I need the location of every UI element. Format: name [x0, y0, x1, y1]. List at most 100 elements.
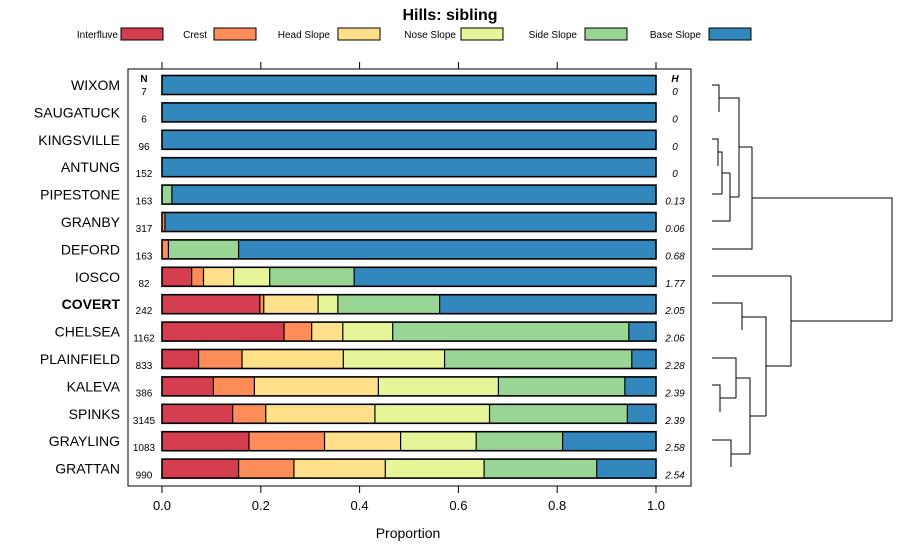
row-label: KALEVA [67, 378, 121, 394]
bar-segment-base-slope [238, 239, 656, 259]
row-label: ANTUNG [61, 159, 120, 175]
plot-frame [127, 68, 692, 487]
h-value: 2.54 [664, 471, 685, 482]
h-value: 0 [672, 114, 678, 125]
n-column-header: N [140, 74, 147, 85]
bar-segment-side-slope [392, 322, 629, 342]
row-label: WIXOM [71, 77, 120, 93]
bar-row: COVERT 242 2.05 [62, 293, 685, 317]
row-label: CHELSEA [55, 324, 121, 340]
n-value: 386 [136, 388, 153, 399]
n-value: 3145 [133, 416, 156, 427]
x-axis-title: Proportion [376, 525, 441, 541]
n-value: 152 [136, 169, 153, 180]
legend-label: Head Slope [278, 30, 331, 41]
row-label: KINGSVILLE [38, 132, 120, 148]
bar-outline [161, 266, 657, 288]
bar-outline [161, 156, 657, 178]
row-label: PLAINFIELD [40, 351, 120, 367]
x-tick-label: 0.0 [153, 498, 171, 513]
n-value: 163 [136, 251, 153, 262]
bar-segment-crest [162, 212, 165, 232]
n-value: 82 [138, 279, 150, 290]
bar-segment-nose-slope [318, 294, 338, 314]
bar-segment-interfluve [162, 349, 199, 369]
bar-outline [161, 129, 657, 151]
row-label: PIPESTONE [40, 187, 120, 203]
dendrogram-branch [712, 439, 732, 467]
h-value: 0.68 [665, 251, 685, 262]
dendrogram-branch [712, 147, 753, 250]
bar-segment-side-slope [444, 349, 632, 369]
chart-title: Hills: sibling [402, 7, 497, 24]
x-tick-label: 0.4 [351, 498, 369, 513]
top-axis-ticks [161, 62, 657, 69]
bar-segment-crest [232, 404, 266, 424]
bar-segment-interfluve [162, 376, 214, 396]
bar-row: KALEVA 386 2.39 [67, 376, 685, 399]
bar-segment-base-slope [162, 102, 656, 122]
bar-segment-nose-slope [343, 349, 445, 369]
row-label: SAUGATUCK [34, 104, 121, 120]
bar-row: SPINKS 3145 2.39 [69, 403, 685, 427]
row-label: COVERT [62, 296, 121, 312]
bar-outline [161, 403, 657, 425]
h-value: 2.05 [664, 306, 685, 317]
x-tick-label: 0.6 [449, 498, 467, 513]
bar-outline [161, 102, 657, 123]
dendrogram-branch [712, 138, 719, 166]
h-value: 2.28 [664, 361, 685, 372]
h-value: 2.06 [664, 334, 685, 345]
bar-row: GRAYLING 1083 2.58 [49, 430, 685, 454]
bar-segment-base-slope [631, 349, 656, 369]
bar-segment-side-slope [269, 267, 355, 287]
x-tick-label: 1.0 [647, 498, 665, 513]
n-value: 6 [141, 114, 147, 125]
bar-segment-head-slope [265, 404, 375, 424]
bar-row: KINGSVILLE 96 0 [38, 129, 678, 153]
bar-segment-crest [191, 267, 204, 287]
bar-segment-side-slope [489, 404, 628, 424]
dendrogram-branch [712, 84, 720, 112]
legend-swatch [584, 27, 628, 41]
bar-segment-base-slope [628, 322, 656, 342]
dendrogram-branch [712, 384, 721, 412]
bar-segment-base-slope [596, 459, 656, 479]
n-value: 1162 [133, 334, 155, 345]
bar-row: ANTUNG 152 0 [61, 156, 678, 180]
legend-label: Nose Slope [404, 30, 456, 41]
n-value: 990 [136, 471, 153, 482]
bar-segment-head-slope [324, 431, 401, 451]
h-value: 0.06 [665, 224, 685, 235]
bar-segment-nose-slope [385, 459, 485, 479]
h-value: 2.39 [664, 416, 685, 427]
bar-segment-base-slope [164, 212, 657, 232]
bar-segment-base-slope [439, 294, 656, 314]
n-value: 833 [136, 361, 153, 372]
bar-segment-crest [259, 294, 264, 314]
bar-outline [161, 293, 657, 315]
bar-segment-crest [238, 459, 294, 479]
bar-row: PIPESTONE 163 0.13 [40, 184, 685, 208]
bar-row: GRATTAN 990 2.54 [55, 458, 685, 482]
bar-row: IOSCO 82 1.77 [75, 266, 685, 290]
bar-rows: WIXOM 7 0 SAUGATUCK 6 0 KINGSVILLE 96 0 ANTUNG 152… [34, 74, 685, 482]
legend-swatch [460, 27, 504, 41]
bar-segment-interfluve [162, 322, 285, 342]
bar-outline [161, 321, 657, 342]
bar-segment-head-slope [203, 267, 234, 287]
bar-row: GRANBY 317 0.06 [61, 211, 685, 235]
h-value: 0 [672, 169, 678, 180]
bar-outline [161, 376, 657, 397]
x-tick-label: 0.2 [252, 498, 270, 513]
bar-segment-base-slope [624, 376, 656, 396]
bar-outline [161, 430, 657, 452]
h-column-header: H [671, 74, 679, 85]
bar-outline [161, 74, 657, 96]
n-value: 163 [136, 197, 153, 208]
dendrogram-branch [742, 316, 767, 416]
bar-segment-base-slope [162, 75, 656, 95]
bar-row: WIXOM 7 0 [71, 74, 678, 98]
legend-label: Crest [183, 30, 207, 41]
bar-segment-head-slope [263, 294, 319, 314]
